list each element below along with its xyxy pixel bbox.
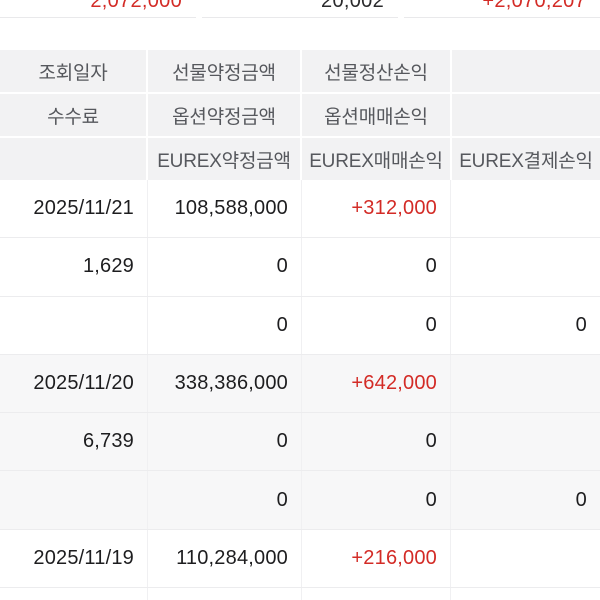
cell-futures-amount: 110,284,000 [148,529,302,588]
header-row-3: EUREX약정금액 EUREX매매손익 EUREX결제손익 [0,138,600,180]
header-inquiry-date: 조회일자 [0,50,146,92]
cell-empty [302,588,451,600]
cell-eurex-trading-pnl: 0 [302,471,451,529]
header-empty [0,138,146,180]
clipped-value-red: 2,072,000 [90,0,182,12]
header-empty [452,94,600,136]
header-row-2: 수수료 옵션약정금액 옵션매매손익 [0,94,600,136]
cell-futures-amount: 108,588,000 [148,180,302,238]
header-eurex-contract-amount: EUREX약정금액 [148,138,300,180]
table-body: 2025/11/21 108,588,000 +312,000 1,629 0 … [0,180,600,600]
cell-empty [451,588,600,600]
cell-empty [451,238,600,295]
clipped-value-red: +2,070,207 [482,0,586,12]
header-empty [452,50,600,92]
cell-eurex-amount: 0 [148,471,302,529]
table-row-eurex[interactable]: 0 0 0 [0,296,600,355]
table-row-eurex[interactable]: 0 0 0 [0,471,600,530]
table-row-commission[interactable]: 1,629 0 0 [0,238,600,297]
cell-options-amount: 0 [148,238,302,296]
cell-date: 2025/11/19 [0,529,148,588]
cell-commission: 1,629 [0,238,148,296]
cell-empty [451,413,600,470]
table-row-date-2025-11-19[interactable]: 2025/11/19 110,284,000 +216,000 [0,529,600,589]
cell-options-pnl: 0 [302,238,451,296]
header-futures-settlement-pnl: 선물정산손익 [302,50,450,92]
table-row-date-2025-11-21[interactable]: 2025/11/21 108,588,000 +312,000 [0,180,600,239]
header-eurex-settlement-pnl: EUREX결제손익 [452,138,600,180]
clipped-row: 2,072,000 20,002 +2,070,207 [0,0,600,18]
table-row-date-2025-11-20[interactable]: 2025/11/20 338,386,000 +642,000 [0,354,600,414]
cell-futures-amount: 338,386,000 [148,354,302,413]
clipped-cell: 2,072,000 [0,0,196,18]
table-header: 조회일자 선물약정금액 선물정산손익 수수료 옵션약정금액 옵션매매손익 EUR… [0,50,600,180]
header-futures-contract-amount: 선물약정금액 [148,50,300,92]
cell-options-pnl: 0 [302,413,451,471]
table-row-partial [0,588,600,600]
cell-eurex-trading-pnl: 0 [302,296,451,354]
table-row-commission[interactable]: 6,739 0 0 [0,413,600,472]
cell-eurex-settlement-pnl: 0 [575,313,587,336]
cell-options-amount: 0 [148,413,302,471]
header-row-1: 조회일자 선물약정금액 선물정산손익 [0,50,600,92]
cell-empty [0,588,148,600]
header-options-contract-amount: 옵션약정금액 [148,94,300,136]
cell-eurex-settlement-pnl: 0 [575,488,587,511]
cell-eurex-amount: 0 [148,296,302,354]
cell-futures-pnl: +216,000 [302,529,451,588]
clipped-value: 20,002 [321,0,384,12]
cell-empty [451,530,600,587]
cell-empty [451,355,600,412]
cell-commission: 6,739 [0,413,148,471]
cell-empty [0,471,148,529]
header-eurex-trading-pnl: EUREX매매손익 [302,138,450,180]
cell-futures-pnl: +312,000 [302,180,451,238]
header-options-trading-pnl: 옵션매매손익 [302,94,450,136]
clipped-cell: 20,002 [202,0,398,18]
cell-date: 2025/11/20 [0,354,148,413]
clipped-cell: +2,070,207 [404,0,600,18]
cell-date: 2025/11/21 [0,180,148,238]
header-commission: 수수료 [0,94,146,136]
cell-empty [0,296,148,354]
cell-futures-pnl: +642,000 [302,354,451,413]
cell-empty [148,588,302,600]
cell-empty [451,180,600,237]
